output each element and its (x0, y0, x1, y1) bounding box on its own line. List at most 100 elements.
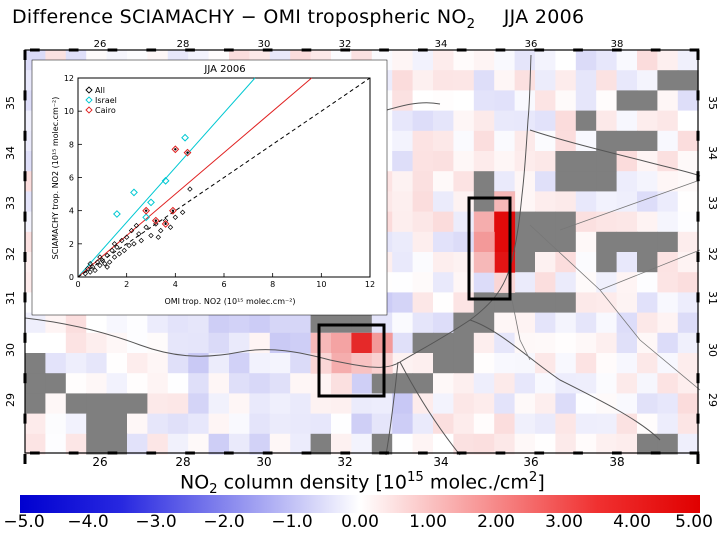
lon-label-top: 28 (177, 39, 190, 50)
grid-cell (494, 312, 516, 334)
grid-cell (575, 130, 597, 152)
grid-cell (616, 373, 638, 394)
grid-cell (25, 393, 46, 415)
grid-cell-hotspot (473, 211, 495, 233)
grid-cell (147, 312, 169, 334)
grid-cell (677, 292, 699, 314)
grid-cell (127, 413, 148, 435)
grid-cell (494, 50, 516, 71)
grid-cell (494, 70, 516, 91)
grid-cell (127, 373, 148, 394)
grid-cell-hotspot (494, 231, 516, 253)
grid-cell (616, 130, 638, 152)
grid-cell (575, 332, 597, 354)
grid-cell (310, 433, 332, 455)
inset-background (31, 59, 388, 316)
colorbar-label-sub: 2 (209, 482, 218, 498)
grid-cell (677, 413, 699, 435)
grid-cell (657, 413, 679, 435)
lon-label-bottom: 26 (92, 455, 107, 469)
grid-cell (473, 110, 495, 132)
grid-cell (208, 413, 230, 435)
grid-cell (514, 90, 536, 112)
grid-cell (494, 413, 516, 435)
lat-label-left: 31 (4, 291, 17, 305)
grid-cell (514, 252, 536, 273)
grid-cell (555, 292, 577, 314)
lat-label-right: 31 (706, 291, 719, 305)
grid-cell (677, 191, 699, 213)
grid-cell (555, 151, 577, 172)
grid-cell (86, 413, 108, 435)
inset-y-tick: 8 (69, 140, 74, 149)
grid-cell (392, 191, 414, 213)
grid-cell (473, 90, 495, 112)
grid-cell (412, 373, 434, 394)
legend-marker-cairo (85, 106, 93, 114)
grid-cell (433, 413, 454, 435)
grid-cell (575, 433, 597, 455)
grid-cell (657, 312, 679, 334)
lat-label-left: 32 (4, 247, 17, 261)
grid-cell (392, 373, 414, 394)
lon-label-top: 38 (611, 39, 624, 50)
inset-x-tick: 0 (75, 280, 80, 289)
lat-label-right: 29 (706, 393, 719, 407)
frame-ticks (23, 48, 700, 464)
grid-cell (392, 171, 414, 192)
grid-cell (555, 393, 577, 415)
grid-cell (127, 312, 148, 334)
grid-cell (65, 373, 87, 394)
grid-cell (616, 110, 638, 132)
grid-cell (25, 353, 46, 374)
grid-cell (616, 231, 638, 253)
colorbar-label: NO2 column density [1015 molec./cm2] (180, 470, 545, 497)
grid-cell (86, 353, 108, 374)
grid-cell (229, 332, 250, 354)
grid-cell-hotspot (331, 373, 352, 394)
grid-cell (45, 413, 67, 435)
colorbar-label-end: molec./cm (423, 471, 529, 494)
lon-label-bottom: 28 (175, 455, 190, 469)
inset-x-tick: 2 (124, 280, 129, 289)
colorbar-tick: −1.0 (271, 512, 313, 532)
grid-cell (575, 90, 597, 112)
grid-cell (596, 312, 618, 334)
grid-cell (677, 353, 699, 374)
grid-cell (473, 312, 495, 334)
inset-y-tick: 12 (64, 74, 74, 83)
grid-cell (535, 231, 556, 253)
grid-cell (65, 393, 87, 415)
grid-cell (453, 231, 475, 253)
grid-cell (637, 211, 658, 233)
grid-cell (249, 413, 271, 435)
grid-cell (392, 433, 414, 455)
grid-cell (616, 272, 638, 293)
grid-cell (677, 90, 699, 112)
grid-cell (45, 332, 67, 354)
grid-cell (453, 110, 475, 132)
grid-cell (269, 393, 291, 415)
grid-cell (86, 373, 108, 394)
grid-cell (637, 312, 658, 334)
scatter-point (85, 266, 91, 272)
grid-cell (637, 272, 658, 293)
scatter-point-center (186, 151, 189, 154)
grid-cell (208, 373, 230, 394)
grid-cell (188, 353, 210, 374)
colorbar-tick: −3.0 (135, 512, 177, 532)
lon-label-bottom: 30 (256, 455, 271, 469)
grid-cell (637, 171, 658, 192)
lon-label-top: 34 (435, 39, 448, 50)
grid-cell-hotspot (331, 332, 352, 354)
colorbar-tick: −5.0 (3, 512, 45, 532)
grid-cell (351, 312, 373, 334)
grid-cell (637, 231, 658, 253)
legend-israel: Israel (95, 96, 117, 105)
grid-cell (208, 312, 230, 334)
grid-cell (351, 373, 373, 394)
grid-cell (453, 50, 475, 71)
grid-cell (596, 292, 618, 314)
grid-cell (637, 50, 658, 71)
scatter-point (167, 224, 174, 230)
